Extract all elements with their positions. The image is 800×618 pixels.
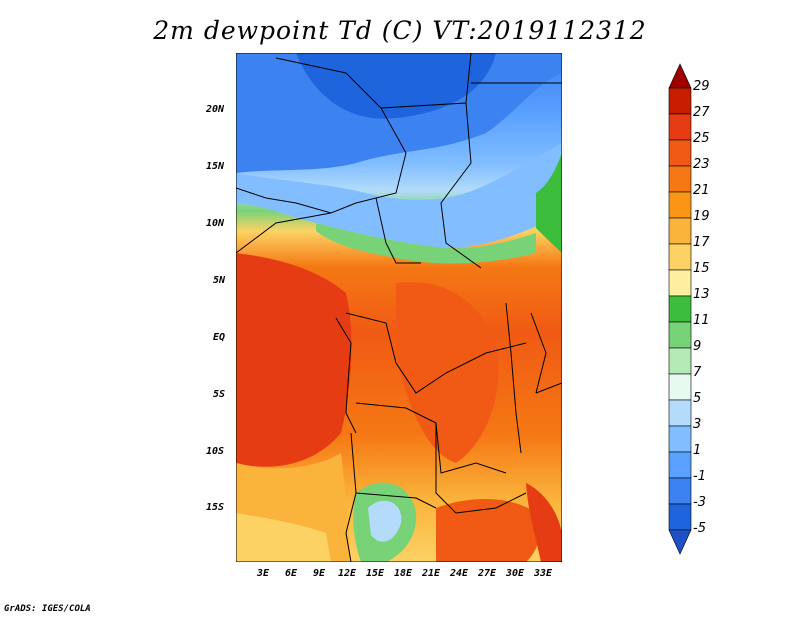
colorbar-label: 1 xyxy=(693,443,702,458)
colorbar-segment xyxy=(668,321,692,349)
colorbar-segment xyxy=(668,373,692,401)
lon-label-18e: 18E xyxy=(394,568,413,579)
colorbar-segment xyxy=(668,425,692,453)
lat-label-15n: 15N xyxy=(206,161,225,172)
dry-zone-core xyxy=(296,53,496,119)
colorbar-segment xyxy=(668,347,692,375)
lat-label-10s: 10S xyxy=(206,446,225,457)
colorbar-segment xyxy=(668,451,692,479)
lon-label-30e: 30E xyxy=(506,568,525,579)
colorbar-segment xyxy=(668,529,692,555)
lat-label-5s: 5S xyxy=(213,389,226,400)
lat-label-5n: 5N xyxy=(213,275,226,286)
colorbar-label: 11 xyxy=(693,313,710,328)
colorbar-segment xyxy=(668,191,692,219)
colorbar-label: 7 xyxy=(693,365,702,380)
colorbar-segment xyxy=(668,399,692,427)
colorbar-label: 5 xyxy=(693,391,702,406)
lon-label-33e: 33E xyxy=(534,568,553,579)
colorbar-label: 27 xyxy=(693,105,710,120)
colorbar-segment xyxy=(668,165,692,193)
colorbar-label: 9 xyxy=(693,339,702,354)
colorbar-label: 15 xyxy=(693,261,710,276)
colorbar-segment xyxy=(668,477,692,505)
colorbar-label: 23 xyxy=(693,157,710,172)
lon-label-15e: 15E xyxy=(366,568,385,579)
colorbar-label: -5 xyxy=(693,521,706,536)
lat-label-10n: 10N xyxy=(206,218,225,229)
lat-label-eq: EQ xyxy=(213,332,226,343)
lat-label-15s: 15S xyxy=(206,502,225,513)
transition-zone xyxy=(236,143,562,248)
dewpoint-map xyxy=(236,53,562,562)
colorbar-segment xyxy=(668,63,692,89)
colorbar-label: -1 xyxy=(693,469,706,484)
colorbar-label: -3 xyxy=(693,495,706,510)
colorbar-segment xyxy=(668,217,692,245)
dewpoint-field xyxy=(236,53,562,562)
lon-label-27e: 27E xyxy=(478,568,497,579)
lon-label-21e: 21E xyxy=(422,568,441,579)
lon-label-24e: 24E xyxy=(450,568,469,579)
colorbar-segment xyxy=(668,113,692,141)
colorbar-label: 13 xyxy=(693,287,710,302)
lon-label-12e: 12E xyxy=(338,568,357,579)
southeast-zone xyxy=(436,498,541,562)
colorbar-segment xyxy=(668,243,692,271)
eastern-green xyxy=(536,153,562,253)
country-boundaries xyxy=(236,53,562,562)
colorbar-segment xyxy=(668,295,692,323)
lat-label-20n: 20N xyxy=(206,104,225,115)
lon-label-6e: 6E xyxy=(285,568,298,579)
colorbar-label: 3 xyxy=(693,417,702,432)
colorbar-segment xyxy=(668,87,692,115)
colorbar-label: 29 xyxy=(693,79,710,94)
map-title: 2m dewpoint Td (C) VT:2019112312 xyxy=(153,16,647,45)
coastal-moist-zone xyxy=(236,253,352,467)
colorbar-segment xyxy=(668,503,692,531)
colorbar-segment xyxy=(668,269,692,297)
moist-transition xyxy=(316,223,536,264)
colorbar xyxy=(668,63,692,555)
colorbar-label: 19 xyxy=(693,209,710,224)
colorbar-label: 21 xyxy=(693,183,710,198)
colorbar-label: 25 xyxy=(693,131,710,146)
lon-label-9e: 9E xyxy=(313,568,326,579)
lon-label-3e: 3E xyxy=(257,568,270,579)
credit-text: GrADS: IGES/COLA xyxy=(4,604,91,614)
colorbar-segments xyxy=(668,63,692,555)
colorbar-segment xyxy=(668,139,692,167)
colorbar-label: 17 xyxy=(693,235,710,250)
